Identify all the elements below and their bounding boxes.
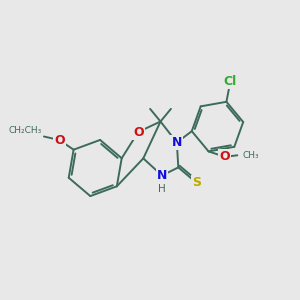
- Text: Cl: Cl: [224, 75, 237, 88]
- Text: O: O: [133, 125, 144, 139]
- Text: N: N: [172, 136, 182, 149]
- Text: CH₃: CH₃: [242, 151, 259, 160]
- Text: CH₂CH₃: CH₂CH₃: [8, 126, 42, 135]
- Text: O: O: [220, 150, 230, 163]
- Text: S: S: [192, 176, 201, 190]
- Text: O: O: [54, 134, 65, 147]
- Text: N: N: [157, 169, 167, 182]
- Text: H: H: [158, 184, 165, 194]
